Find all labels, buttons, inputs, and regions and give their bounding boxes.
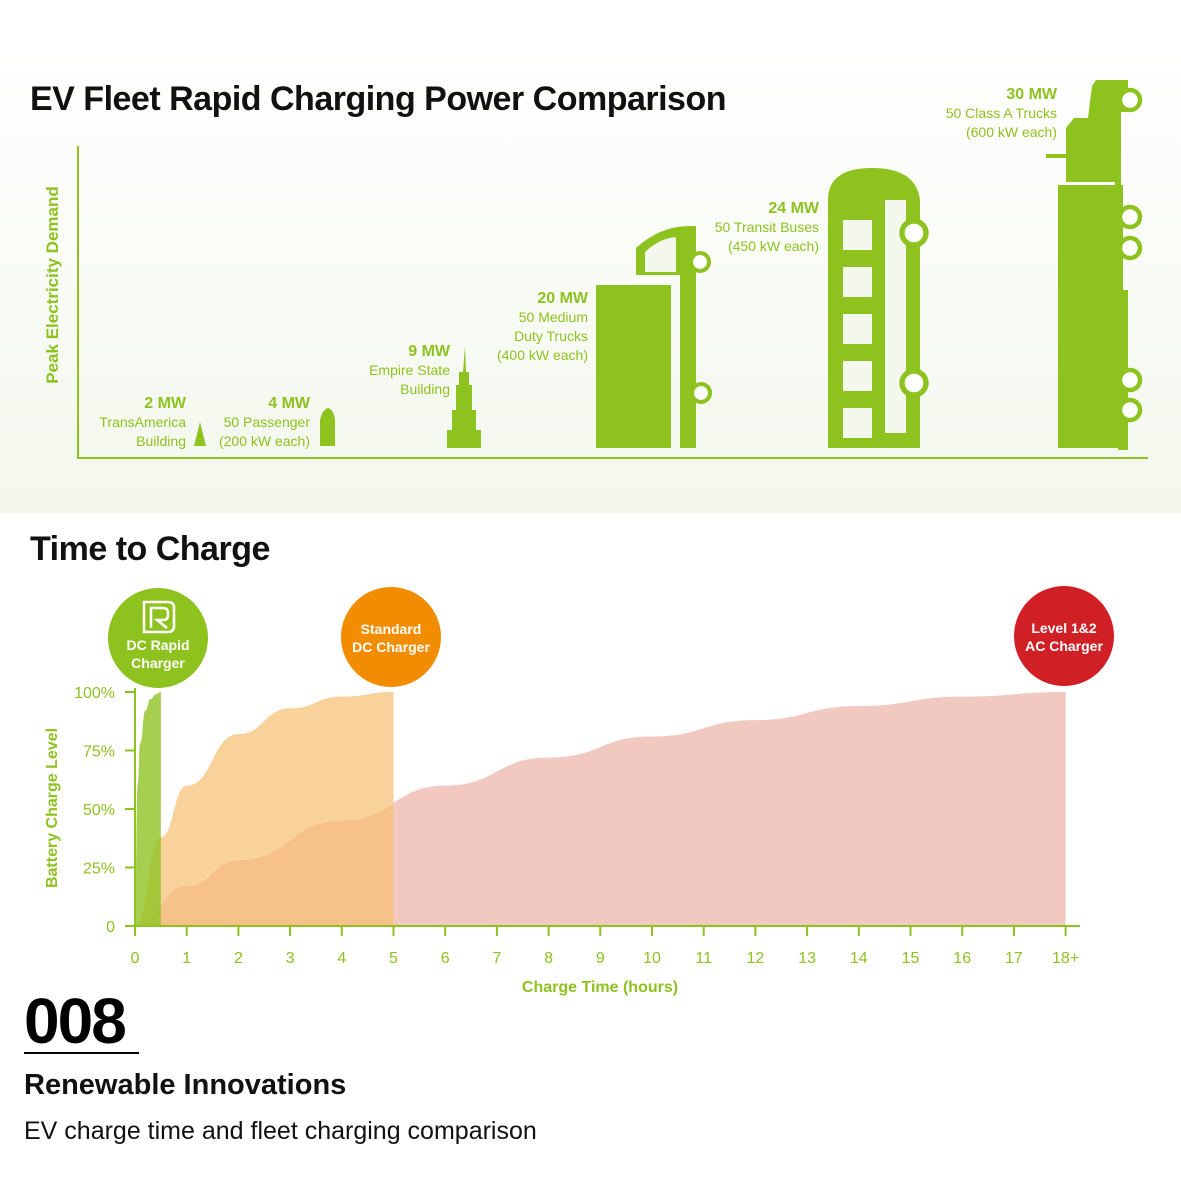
x-tick-label: 12 [747,950,765,967]
transamerica-icon [194,422,206,446]
class-a-wheel-1 [1117,87,1143,113]
truck-trailer [596,285,671,448]
x-tick-label: 10 [643,950,661,967]
x-tick-label: 7 [492,950,501,967]
footer-title: Renewable Innovations [24,1069,347,1101]
bar-category-label: 50 Transit Buses [715,219,819,235]
bus-window [843,314,872,344]
class-a-wheel-4 [1117,367,1143,393]
bus-window [843,267,872,297]
charger-badge-label: Charger [131,655,185,671]
x-tick-label: 14 [850,950,868,967]
x-tick-label: 15 [902,950,920,967]
empire-state-icon [447,346,481,448]
series-area-0 [135,692,161,926]
x-axis-label: Charge Time (hours) [522,979,678,996]
bar-category-label: (600 kW each) [966,124,1057,140]
x-tick-label: 4 [337,950,346,967]
charger-badge-label: Standard [361,621,422,637]
x-tick-label: 17 [1005,950,1023,967]
truck-icon [636,226,696,448]
x-tick-label: 13 [798,950,816,967]
class-a-wheel-2 [1117,204,1143,230]
charger-badge-label: DC Rapid [127,637,190,653]
y-axis-label: Battery Charge Level [44,728,61,888]
y-tick-label: 0 [106,919,115,936]
x-tick-label: 16 [953,950,971,967]
bar-category-label: Duty Trucks [514,328,588,344]
bus-wheel-bottom [899,368,929,398]
y-tick-label: 75% [83,744,115,761]
x-tick-label: 9 [596,950,605,967]
bar-category-label: (200 kW each) [219,433,310,449]
bar-category-label: Building [136,433,186,449]
bar-category-label: 50 Passenger [224,414,311,430]
truck-wheel-bottom [689,381,713,405]
power-comparison-chart: Peak Electricity Demand 2 MW TransAmerica B… [43,80,1148,459]
x-tick-label: 5 [389,950,398,967]
bar-category-label: (400 kW each) [497,347,588,363]
truck-window [645,237,676,272]
bus-window [843,408,872,438]
charger-badge [1014,586,1114,686]
class-a-truck-icon [1066,80,1128,270]
bus-wheel-top [899,218,929,248]
class-a-truck-trailer [1058,185,1123,448]
x-tick-label: 0 [131,950,140,967]
class-a-truck-exhaust [1046,154,1076,158]
bus-door-gap [885,200,906,433]
class-a-wheel-5 [1117,397,1143,423]
footer-divider [24,1052,139,1054]
bus-window [843,361,872,391]
bar-category-label: Empire State [369,362,450,378]
class-a-wheel-3 [1117,235,1143,261]
charger-badge-label: Level 1&2 [1031,620,1097,636]
bar-value-label: 20 MW [537,290,589,307]
bar-value-label: 2 MW [144,395,187,412]
footer-subtitle: EV charge time and fleet charging compar… [24,1117,537,1145]
y-tick-label: 50% [83,802,115,819]
charger-badge [108,588,208,688]
charger-badge-label: DC Charger [352,639,430,655]
y-axis-label: Peak Electricity Demand [43,186,62,383]
truck-wheel-top [688,250,712,274]
charge-chart-title: Time to Charge [30,530,270,568]
bar-category-label: Building [400,381,450,397]
bar-category-label: (450 kW each) [728,238,819,254]
bar-value-label: 30 MW [1006,86,1058,103]
bar-category-label: TransAmerica [99,414,186,430]
charger-badge [341,587,441,687]
icon-group [194,80,1128,450]
x-tick-label: 1 [182,950,191,967]
power-chart-title: EV Fleet Rapid Charging Power Comparison [30,80,727,118]
x-tick-label: 3 [286,950,295,967]
charger-badge-label: AC Charger [1025,638,1103,654]
y-tick-label: 100% [74,685,115,702]
bar-value-label: 4 MW [268,395,311,412]
x-tick-label: 8 [544,950,553,967]
series-area-1 [135,692,394,926]
bar-value-label: 9 MW [408,343,451,360]
y-tick-label: 25% [83,861,115,878]
x-tick-label: 18+ [1052,950,1079,967]
x-tick-label: 2 [234,950,243,967]
bus-window [843,220,872,250]
x-tick-label: 6 [441,950,450,967]
x-tick-label: 11 [695,950,712,967]
footer-number: 008 [24,985,127,1057]
bar-category-label: 50 Medium [519,309,588,325]
charger-logo-icon [142,600,176,634]
charger-logo-mark [149,606,170,629]
bar-category-label: 50 Class A Trucks [946,105,1057,121]
car-icon [320,408,335,446]
bar-value-label: 24 MW [768,200,820,217]
